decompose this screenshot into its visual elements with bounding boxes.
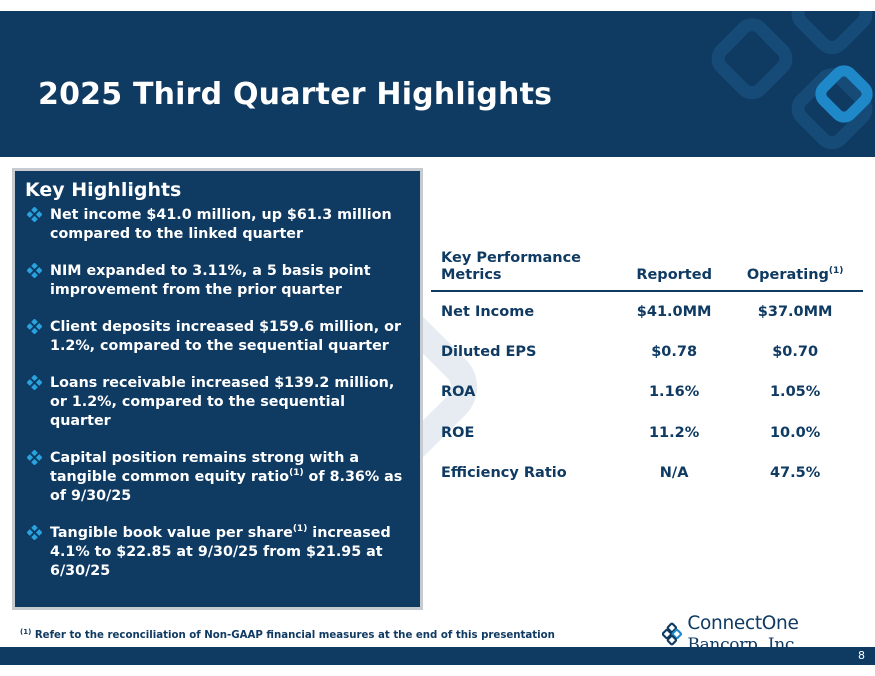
metric-cell: ROA bbox=[441, 384, 476, 401]
list-item: Net income $41.0 million, up $61.3 milli… bbox=[27, 206, 410, 244]
metric-cell: Diluted EPS bbox=[441, 343, 537, 360]
highlight-text-post: increased 4.1% to $22.85 at 9/30/25 from… bbox=[50, 525, 391, 579]
metric-cell: ROE bbox=[441, 424, 475, 441]
footnote-marker: (1) bbox=[828, 266, 844, 276]
highlight-text: Tangible book value per share(1) increas… bbox=[50, 524, 410, 581]
header-metric: Key Performance Metrics bbox=[431, 250, 621, 292]
highlight-text: Client deposits increased $159.6 million… bbox=[50, 319, 401, 354]
page-title: 2025 Third Quarter Highlights bbox=[38, 77, 553, 112]
list-item: NIM expanded to 3.11%, a 5 basis point i… bbox=[27, 262, 410, 300]
list-item: Loans receivable increased $139.2 millio… bbox=[27, 374, 410, 431]
footnote-marker: (1) bbox=[20, 628, 32, 636]
diamond-cluster-icon bbox=[27, 375, 42, 390]
metric-cell: Net Income bbox=[441, 303, 535, 320]
header-banner: 2025 Third Quarter Highlights bbox=[0, 11, 875, 157]
diamond-cluster-icon bbox=[27, 263, 42, 278]
footnote: (1) Refer to the reconciliation of Non-G… bbox=[20, 628, 555, 642]
highlight-text-post: of 8.36% as of 9/30/25 bbox=[50, 469, 403, 504]
footnote-marker: (1) bbox=[292, 524, 308, 534]
operating-cell: 10.0% bbox=[769, 424, 821, 441]
operating-cell: 1.05% bbox=[769, 384, 821, 401]
header-decoration-icon bbox=[711, 11, 873, 150]
kpi-table: Key Performance Metrics Reported Operati… bbox=[431, 250, 863, 494]
header-operating: Operating(1) bbox=[727, 250, 863, 292]
table-row: ROE 11.2% 10.0% bbox=[431, 413, 863, 454]
diamond-cluster-icon bbox=[27, 450, 42, 465]
reported-cell: $41.0MM bbox=[636, 303, 712, 320]
operating-cell: 47.5% bbox=[769, 465, 821, 482]
list-item: Tangible book value per share(1) increas… bbox=[27, 524, 410, 581]
list-item: Client deposits increased $159.6 million… bbox=[27, 318, 410, 356]
operating-cell: $0.70 bbox=[772, 343, 819, 360]
diamond-cluster-icon bbox=[27, 319, 42, 334]
footnote-marker: (1) bbox=[289, 468, 304, 478]
connectone-logo-icon bbox=[662, 622, 683, 646]
footnote-text: Refer to the reconciliation of Non-GAAP … bbox=[31, 630, 555, 641]
table-row: Diluted EPS $0.78 $0.70 bbox=[431, 332, 863, 373]
highlight-text: Capital position remains strong with a t… bbox=[50, 449, 410, 506]
highlight-text-pre: Capital position remains strong with a t… bbox=[50, 450, 360, 485]
logo-name-part1: ConnectOne bbox=[687, 613, 799, 634]
header-operating-label: Operating bbox=[746, 267, 829, 283]
reported-cell: 11.2% bbox=[648, 424, 700, 441]
highlight-text: Net income $41.0 million, up $61.3 milli… bbox=[50, 207, 392, 242]
table-header-row: Key Performance Metrics Reported Operati… bbox=[431, 250, 863, 292]
header-reported: Reported bbox=[621, 250, 728, 292]
reported-cell: $0.78 bbox=[651, 343, 698, 360]
reported-cell: N/A bbox=[659, 465, 689, 482]
key-highlights-panel: Key Highlights Net income $41.0 million,… bbox=[12, 168, 423, 610]
highlight-text: NIM expanded to 3.11%, a 5 basis point i… bbox=[50, 263, 371, 298]
page-number: 8 bbox=[858, 649, 865, 662]
table-row: Net Income $41.0MM $37.0MM bbox=[431, 291, 863, 332]
highlight-text: Loans receivable increased $139.2 millio… bbox=[50, 375, 395, 429]
highlights-list: Net income $41.0 million, up $61.3 milli… bbox=[27, 206, 410, 581]
table-row: ROA 1.16% 1.05% bbox=[431, 372, 863, 413]
key-highlights-title: Key Highlights bbox=[25, 179, 182, 201]
highlight-text-pre: Tangible book value per share bbox=[50, 525, 293, 541]
footer-bar: 8 bbox=[0, 647, 875, 665]
diamond-cluster-icon bbox=[27, 207, 42, 222]
diamond-cluster-icon bbox=[27, 525, 42, 540]
reported-cell: 1.16% bbox=[648, 384, 700, 401]
metric-cell: Efficiency Ratio bbox=[441, 465, 567, 482]
table-row: Efficiency Ratio N/A 47.5% bbox=[431, 453, 863, 494]
list-item: Capital position remains strong with a t… bbox=[27, 449, 410, 506]
operating-cell: $37.0MM bbox=[757, 303, 833, 320]
